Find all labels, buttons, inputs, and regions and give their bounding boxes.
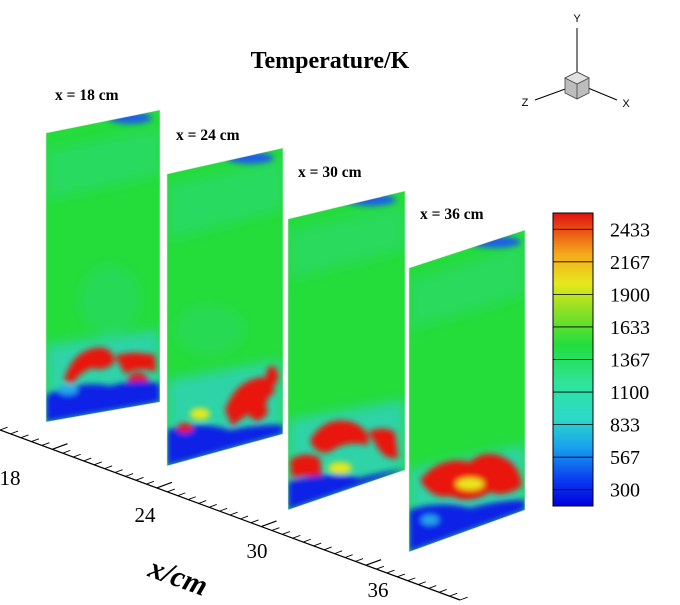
x-axis-minor-tick bbox=[334, 550, 343, 555]
x-axis-minor-tick bbox=[167, 488, 176, 493]
x-axis-minor-tick bbox=[219, 507, 228, 512]
x-axis-minor-tick bbox=[188, 496, 196, 500]
x-axis-minor-tick bbox=[177, 492, 186, 497]
colorbar-ticks bbox=[553, 228, 593, 491]
x-axis-minor-tick bbox=[208, 504, 217, 508]
triad-y-label: Y bbox=[573, 13, 581, 25]
x-axis-minor-tick bbox=[376, 565, 385, 570]
x-axis-minor-tick bbox=[303, 538, 311, 543]
x-axis-minor-tick bbox=[31, 438, 40, 443]
x-axis-minor-tick bbox=[83, 457, 92, 462]
colorbar-label: 1633 bbox=[610, 317, 650, 339]
x-axis-title: x/cm bbox=[143, 551, 212, 603]
x-axis-minor-tick bbox=[114, 469, 123, 473]
x-axis-major-ticks bbox=[52, 443, 382, 566]
x-axis-minor-tick bbox=[10, 430, 19, 435]
x-axis-minor-tick bbox=[93, 461, 102, 466]
x-axis-minor-tick bbox=[104, 465, 113, 470]
x-axis-minor-tick bbox=[282, 531, 291, 535]
slice-label-30: x = 30 cm bbox=[298, 164, 362, 181]
x-axis-minor-tick bbox=[292, 534, 301, 539]
x-axis-minor-tick bbox=[397, 573, 406, 578]
colorbar-label: 567 bbox=[610, 447, 640, 469]
slice-panel-30: x = 30 cm bbox=[287, 164, 406, 511]
colorbar-label: 300 bbox=[610, 480, 640, 502]
triad-z-label: Z bbox=[522, 97, 529, 109]
colorbar-label: 833 bbox=[610, 415, 640, 437]
axis-triad: Y Z X bbox=[522, 13, 631, 110]
x-axis-minor-tick bbox=[250, 519, 259, 524]
x-axis-minor-tick bbox=[73, 453, 81, 458]
x-axis-major-tick bbox=[261, 520, 277, 528]
x-axis-minor-tick bbox=[41, 442, 50, 446]
x-tick-label-24: 24 bbox=[135, 503, 157, 527]
x-axis-minor-tick bbox=[135, 477, 144, 481]
x-axis-minor-ticks bbox=[0, 426, 468, 601]
x-tick-label-36: 36 bbox=[368, 578, 389, 602]
x-axis-minor-tick bbox=[62, 449, 71, 454]
slice-panel-24: x = 24 cm bbox=[166, 127, 284, 467]
x-axis-minor-tick bbox=[386, 569, 395, 574]
slice-panel-36: x = 36 cm bbox=[408, 206, 526, 553]
slice-label-24: x = 24 cm bbox=[176, 127, 240, 144]
colorbar-labels: 2433 2167 1900 1633 1367 1100 833 567 300 bbox=[610, 219, 650, 501]
triad-x-label: X bbox=[622, 98, 630, 110]
x-axis-minor-tick bbox=[355, 558, 364, 562]
x-axis-minor-tick bbox=[438, 589, 447, 593]
x-axis-minor-tick bbox=[344, 554, 353, 558]
x-axis-minor-tick bbox=[146, 480, 155, 485]
x-axis-minor-tick bbox=[449, 592, 458, 597]
x-tick-label-30: 30 bbox=[247, 539, 268, 563]
colorbar-label: 1900 bbox=[610, 284, 650, 306]
x-axis-minor-tick bbox=[407, 577, 416, 582]
x-axis-minor-tick bbox=[20, 434, 29, 439]
slice-label-18: x = 18 cm bbox=[55, 87, 119, 104]
x-axis-minor-tick bbox=[271, 527, 280, 531]
x-axis-minor-tick bbox=[459, 596, 468, 601]
x-axis-minor-tick bbox=[0, 426, 8, 431]
x-axis-minor-tick bbox=[125, 473, 134, 477]
x-axis-minor-tick bbox=[418, 581, 426, 585]
x-axis-minor-tick bbox=[428, 585, 437, 589]
x-axis-major-tick bbox=[52, 443, 68, 450]
x-tick-label-18: 18 bbox=[0, 466, 21, 490]
x-axis-minor-tick bbox=[323, 546, 332, 551]
x-axis-major-tick bbox=[365, 559, 382, 566]
x-axis-minor-tick bbox=[229, 511, 238, 516]
colorbar: 2433 2167 1900 1633 1367 1100 833 567 300 bbox=[552, 212, 650, 507]
figure-title: Temperature/K bbox=[251, 48, 410, 74]
x-axis-minor-tick bbox=[240, 515, 249, 520]
colorbar-label: 1367 bbox=[610, 350, 650, 372]
x-axis-minor-tick bbox=[313, 542, 322, 547]
colorbar-label: 2167 bbox=[610, 252, 650, 274]
colorbar-label: 2433 bbox=[610, 219, 650, 241]
colorbar-label: 1100 bbox=[610, 382, 649, 404]
slice-label-36: x = 36 cm bbox=[420, 206, 484, 223]
x-axis-major-tick bbox=[156, 481, 173, 489]
x-axis-minor-tick bbox=[198, 500, 207, 504]
slice-panel-18: x = 18 cm bbox=[45, 87, 161, 423]
